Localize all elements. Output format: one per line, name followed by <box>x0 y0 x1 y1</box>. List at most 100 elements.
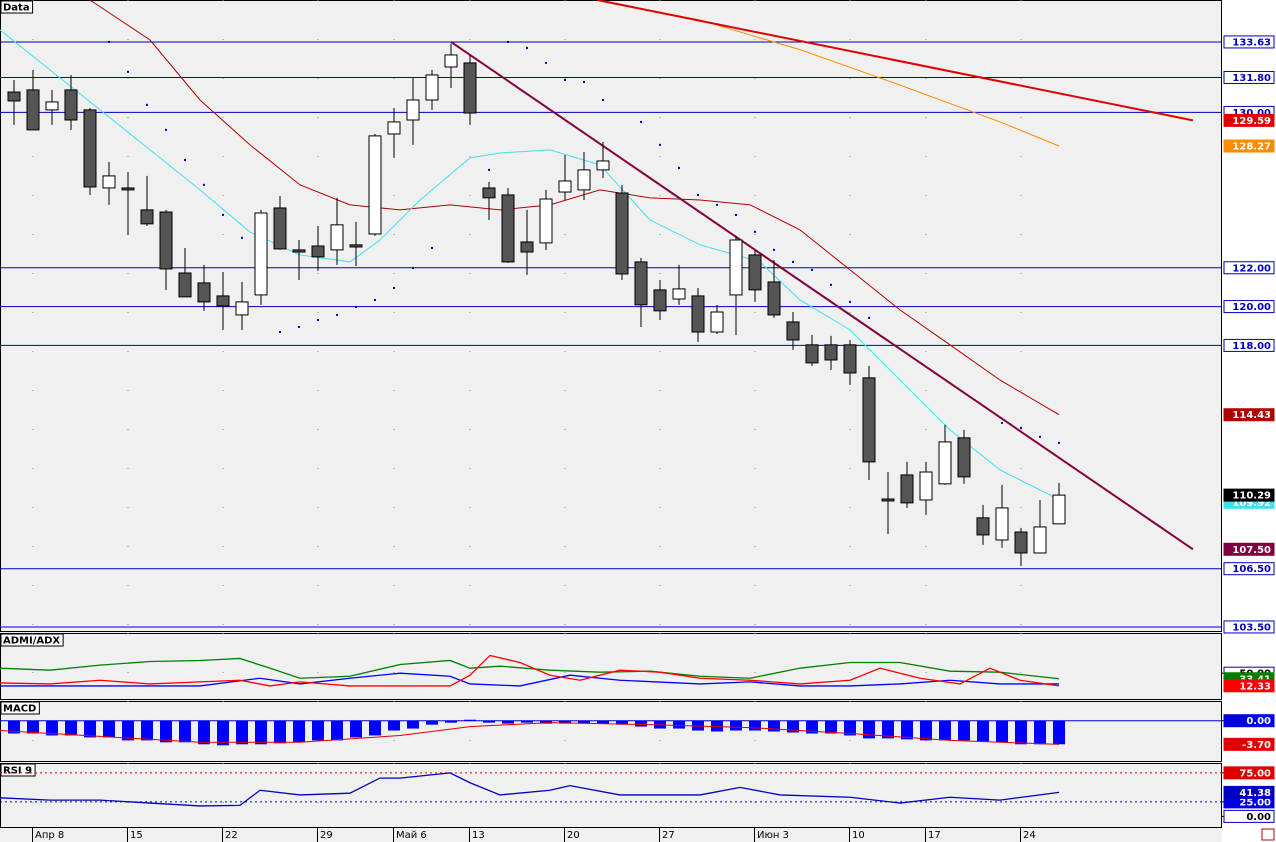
candle-body <box>577 169 591 191</box>
bar <box>426 720 438 725</box>
bar <box>1053 720 1065 745</box>
candle-body <box>691 295 705 333</box>
candle-body <box>615 192 629 275</box>
bar <box>141 720 153 741</box>
bar <box>844 720 856 736</box>
sar-dot <box>583 80 585 83</box>
sar-dot <box>811 268 813 271</box>
sar-dot <box>716 203 718 206</box>
level-label-box <box>1223 261 1275 275</box>
sar-dot <box>127 70 129 73</box>
x-tick-label: 17 <box>928 830 941 841</box>
candle-body <box>672 288 686 300</box>
value-label: -3.70 <box>1242 740 1271 751</box>
candle-body <box>881 498 895 502</box>
bar <box>673 720 685 729</box>
bar <box>483 720 495 723</box>
x-tick-label: Май 6 <box>396 830 427 841</box>
level-label-box <box>1223 338 1275 352</box>
line <box>0 672 1059 687</box>
sar-dot <box>298 325 300 328</box>
value-label: 109.92 <box>1232 498 1271 509</box>
sar-dot <box>355 305 357 308</box>
bar <box>331 720 343 741</box>
y-tick-label-box <box>1223 714 1275 728</box>
candle-body <box>843 344 857 374</box>
candle-body <box>805 344 819 364</box>
candle-body <box>1014 531 1028 554</box>
sar-dot <box>1039 435 1041 438</box>
value-label-box <box>1223 679 1275 693</box>
candle-body <box>710 311 724 333</box>
x-tick-label: 24 <box>1023 830 1036 841</box>
sar-dot <box>317 318 319 321</box>
scroll-button[interactable] <box>1261 828 1275 841</box>
bar <box>27 720 39 734</box>
value-label: 128.27 <box>1232 142 1271 153</box>
candle-body <box>596 160 610 171</box>
sar-dot <box>374 298 376 301</box>
bar <box>863 720 875 739</box>
level-label-box <box>1223 562 1275 576</box>
level-label: 133.63 <box>1232 37 1271 48</box>
sar-dot <box>640 120 642 123</box>
sar-dot <box>792 260 794 263</box>
value-label-box <box>1223 737 1275 751</box>
x-tick-label: Апр 8 <box>35 830 64 841</box>
sar-dot <box>431 246 433 249</box>
sar-dot <box>203 183 205 186</box>
candle-body <box>824 344 838 361</box>
candle-body <box>273 207 287 250</box>
candle-body <box>254 212 268 296</box>
bar <box>407 720 419 729</box>
bar <box>939 720 951 741</box>
y-tick-label-box <box>1223 766 1275 780</box>
bar <box>217 720 229 746</box>
y-tick-label: 0.00 <box>1246 716 1271 727</box>
candle-body <box>786 321 800 341</box>
value-label: 114.43 <box>1232 410 1271 421</box>
x-tick-label: 13 <box>472 830 485 841</box>
value-label: 12.33 <box>1239 681 1271 692</box>
panel-title: MACD <box>3 704 36 715</box>
candle-body <box>311 245 325 258</box>
candle-body <box>425 74 439 101</box>
candle-body <box>292 249 306 253</box>
candle-body <box>102 175 116 189</box>
candle-body <box>729 239 743 296</box>
level-label: 118.00 <box>1232 341 1271 352</box>
bar <box>768 720 780 732</box>
sar-dot <box>564 78 566 81</box>
candle-body <box>463 62 477 114</box>
candle-body <box>368 135 382 235</box>
plot-area <box>0 719 1065 746</box>
sar-dot <box>241 236 243 239</box>
x-tick-label: 10 <box>852 830 865 841</box>
candle-body <box>1052 494 1066 525</box>
last-price-label-box <box>1223 488 1275 502</box>
panel-frame <box>0 763 1222 828</box>
bar <box>730 720 742 731</box>
bar <box>901 720 913 740</box>
sar-dot <box>678 166 680 169</box>
sar-dot <box>545 61 547 64</box>
line <box>0 654 1060 687</box>
panel-title-box <box>0 633 64 647</box>
candle-body <box>235 301 249 316</box>
x-tick-label: 22 <box>225 830 238 841</box>
candle-body <box>767 281 781 316</box>
line <box>0 657 1060 680</box>
y-tick-label: 25.00 <box>1239 797 1271 808</box>
panel-title: ADMI/ADX <box>3 636 60 647</box>
bar <box>198 720 210 745</box>
candle-body <box>938 441 952 485</box>
level-label: 120.00 <box>1232 302 1271 313</box>
panel-title: Data <box>3 3 30 14</box>
bar <box>920 720 932 741</box>
candle-body <box>558 180 572 193</box>
bar <box>103 720 115 738</box>
line <box>89 0 1060 416</box>
sar-dot <box>526 46 528 49</box>
bar <box>84 720 96 738</box>
level-label: 122.00 <box>1232 263 1271 274</box>
